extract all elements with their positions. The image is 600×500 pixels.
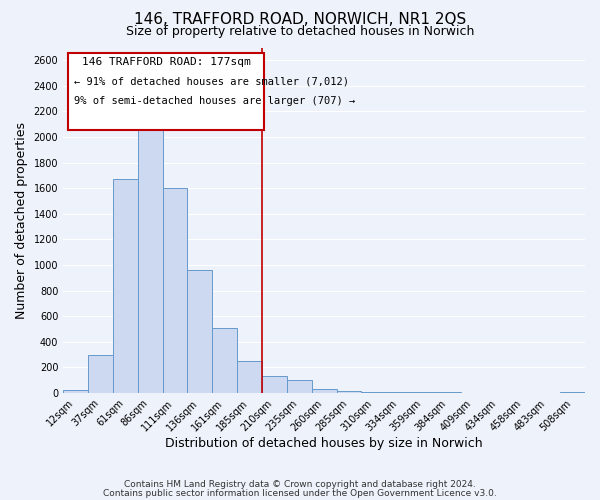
X-axis label: Distribution of detached houses by size in Norwich: Distribution of detached houses by size … (165, 437, 483, 450)
Text: 146 TRAFFORD ROAD: 177sqm: 146 TRAFFORD ROAD: 177sqm (82, 57, 251, 67)
Bar (237, 361, 262, 393)
Bar (88, 354, 113, 393)
Bar (163, 188, 187, 393)
Bar (361, 392, 386, 393)
Bar (311, 388, 337, 393)
Bar (287, 380, 311, 393)
Bar (560, 392, 585, 393)
Y-axis label: Number of detached properties: Number of detached properties (15, 122, 28, 319)
Bar (262, 376, 287, 393)
Text: Contains HM Land Registry data © Crown copyright and database right 2024.: Contains HM Land Registry data © Crown c… (124, 480, 476, 489)
Text: ← 91% of detached houses are smaller (7,012): ← 91% of detached houses are smaller (7,… (74, 76, 349, 86)
Text: 9% of semi-detached houses are larger (707) →: 9% of semi-detached houses are larger (7… (74, 96, 355, 106)
Bar (138, 119, 163, 393)
Text: Contains public sector information licensed under the Open Government Licence v3: Contains public sector information licen… (103, 488, 497, 498)
Bar (63, 390, 88, 393)
Bar (386, 392, 411, 393)
Bar (187, 270, 212, 393)
Bar (337, 391, 361, 393)
FancyBboxPatch shape (68, 52, 264, 130)
Bar (113, 180, 138, 393)
Bar (411, 392, 436, 393)
Bar (212, 328, 237, 393)
Bar (436, 392, 461, 393)
Text: 146, TRAFFORD ROAD, NORWICH, NR1 2QS: 146, TRAFFORD ROAD, NORWICH, NR1 2QS (134, 12, 466, 28)
Text: Size of property relative to detached houses in Norwich: Size of property relative to detached ho… (126, 25, 474, 38)
